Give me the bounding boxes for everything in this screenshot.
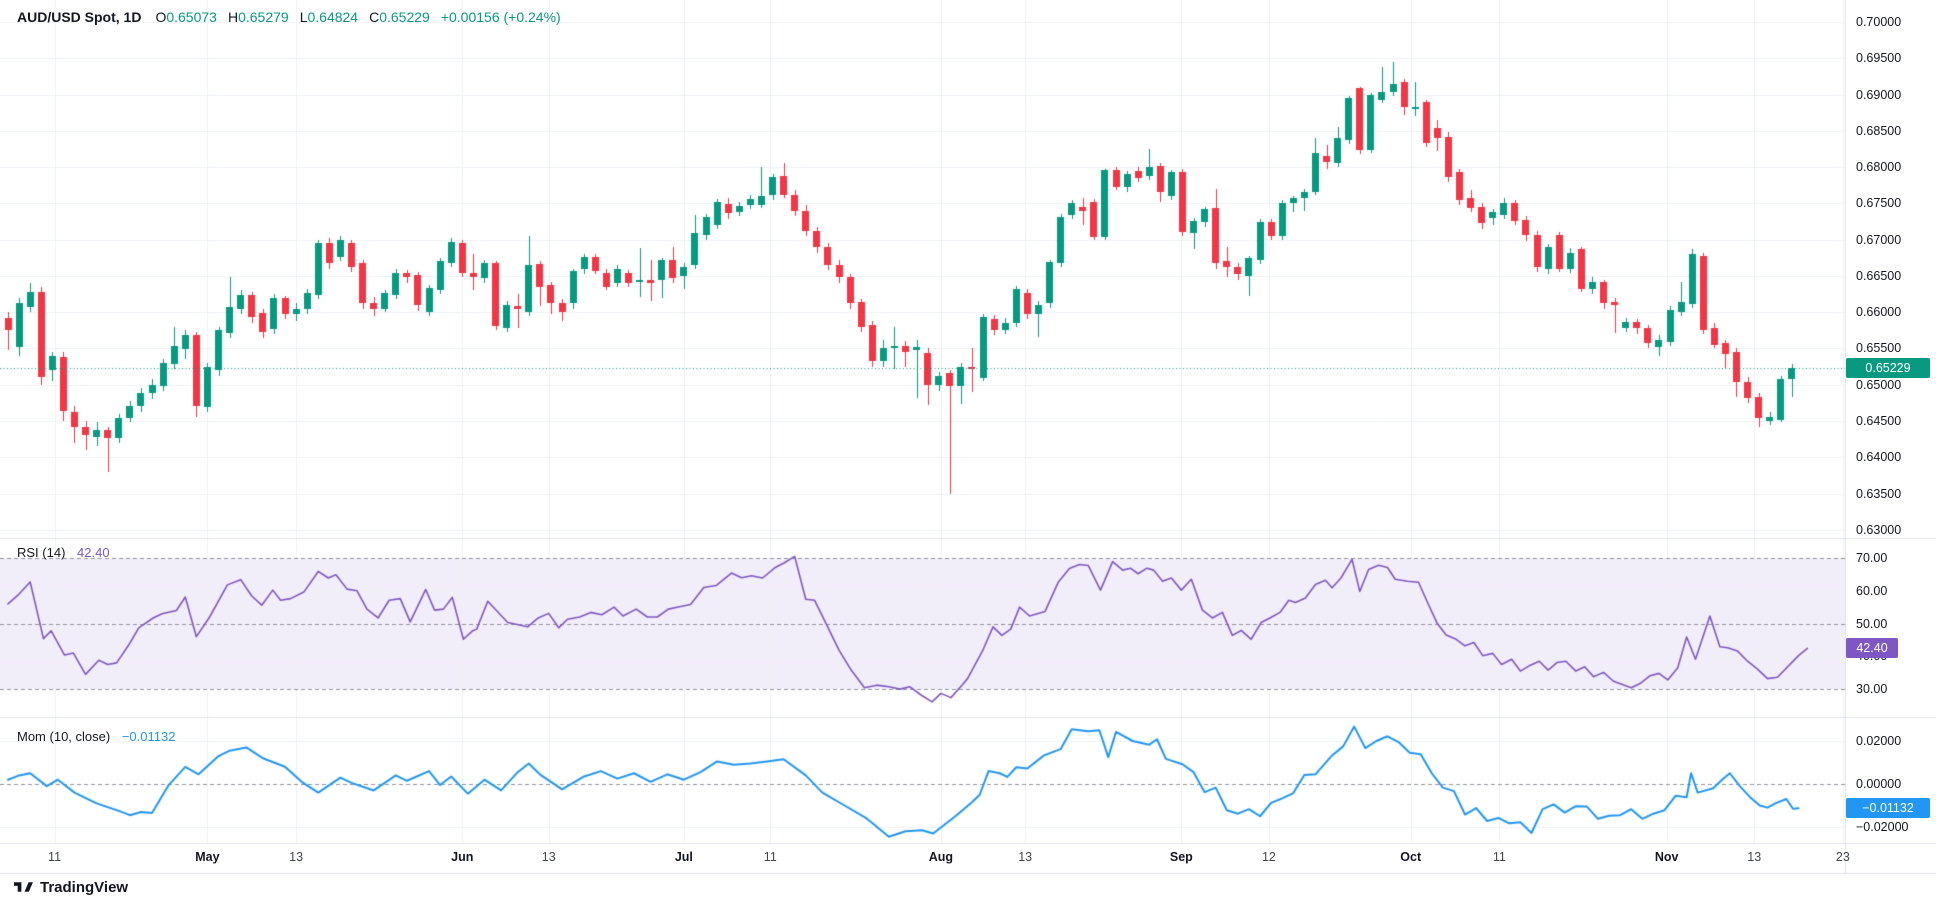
ohlc-low: L0.64824	[299, 9, 359, 25]
price-axis-label: 0.69000	[1856, 87, 1902, 102]
mom-axis-label: −0.02000	[1856, 820, 1909, 834]
time-axis-label: 11	[48, 850, 62, 864]
time-axis-label: Jun	[451, 850, 474, 864]
rsi-name: RSI (14)	[17, 545, 66, 560]
rsi-value: 42.40	[77, 545, 110, 560]
rsi-axis-label: 30.00	[1856, 682, 1888, 697]
tradingview-logo[interactable]: TradingView	[14, 879, 128, 896]
last-price-badge: 0.65229	[1846, 358, 1930, 379]
change-value: +0.00156 (+0.24%)	[440, 9, 561, 25]
time-axis-label: Sep	[1169, 850, 1193, 864]
mom-axis-label: 0.02000	[1856, 734, 1902, 748]
mom-value: −0.01132	[121, 729, 176, 744]
price-axis-label: 0.65500	[1856, 341, 1902, 356]
time-axis-label: Nov	[1654, 850, 1679, 864]
time-axis-label: Oct	[1400, 850, 1422, 864]
time-axis-label: Jul	[674, 850, 693, 864]
time-axis-label: 13	[289, 850, 304, 864]
time-axis-label: Aug	[928, 850, 954, 864]
ohlc-close: C0.65229	[369, 9, 430, 25]
time-axis-label: 13	[541, 850, 556, 864]
price-axis-label: 0.68500	[1856, 123, 1902, 138]
price-axis-label: 0.66000	[1856, 305, 1902, 320]
rsi-value-badge: 42.40	[1846, 638, 1898, 659]
mom-axis-label: 0.00000	[1856, 777, 1902, 791]
symbol-title[interactable]: AUD/USD Spot, 1D	[17, 9, 142, 25]
rsi-indicator-label[interactable]: RSI (14) 42.40	[17, 545, 110, 560]
price-axis-label: 0.65000	[1856, 377, 1902, 392]
time-axis-label: 13	[1018, 850, 1033, 864]
rsi-axis-label: 70.00	[1856, 551, 1888, 565]
tradingview-logo-text: TradingView	[40, 879, 129, 896]
price-axis-label: 0.69500	[1856, 51, 1902, 66]
ohlc-open: O0.65073	[155, 9, 217, 25]
price-axis-label: 0.64000	[1856, 450, 1902, 465]
price-axis-label: 0.63000	[1856, 522, 1902, 537]
price-axis-label: 0.67000	[1856, 232, 1902, 247]
price-axis-label: 0.66500	[1856, 268, 1902, 283]
time-axis-label: 23	[1835, 850, 1850, 864]
time-axis-label: May	[195, 850, 220, 864]
price-axis-label: 0.68000	[1856, 160, 1902, 175]
time-axis-label: 13	[1747, 850, 1762, 864]
time-axis-label: 11	[763, 850, 777, 864]
ohlc-high: H0.65279	[227, 9, 289, 25]
mom-name: Mom (10, close)	[17, 729, 111, 744]
rsi-axis-label: 50.00	[1856, 616, 1888, 631]
time-axis-label: 11	[1492, 850, 1506, 864]
price-axis-label: 0.63500	[1856, 486, 1902, 501]
tradingview-logo-icon	[14, 882, 33, 892]
mom-value-badge: −0.01132	[1846, 798, 1930, 819]
time-axis-label: 12	[1261, 850, 1276, 864]
rsi-axis-label: 60.00	[1856, 583, 1888, 598]
price-axis-label: 0.67500	[1856, 196, 1902, 211]
symbol-header: AUD/USD Spot, 1D O0.65073 H0.65279 L0.64…	[17, 9, 561, 25]
mom-indicator-label[interactable]: Mom (10, close) −0.01132	[17, 729, 175, 744]
price-axis-label: 0.70000	[1856, 15, 1902, 29]
price-axis-label: 0.64500	[1856, 413, 1902, 428]
